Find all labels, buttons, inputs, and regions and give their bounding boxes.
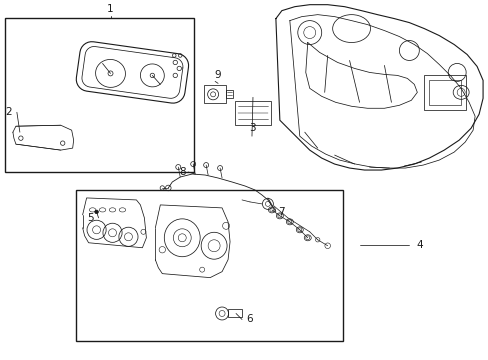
Text: 7: 7 (278, 207, 285, 217)
Bar (227, 310, 242, 318)
Text: 5: 5 (87, 213, 94, 223)
Bar (5, 18, 194, 172)
Text: 3: 3 (248, 123, 255, 133)
Text: 1: 1 (107, 4, 114, 14)
Circle shape (95, 210, 98, 214)
Text: 4: 4 (415, 240, 422, 250)
Bar (225, 90, 233, 98)
Bar (235, 101, 270, 125)
Text: 6: 6 (246, 314, 253, 324)
Bar (76, 190, 342, 341)
Text: 9: 9 (214, 71, 221, 80)
Bar (424, 75, 465, 110)
Text: 2: 2 (5, 107, 12, 117)
Text: 8: 8 (179, 167, 185, 177)
Bar (203, 85, 225, 103)
Bar (428, 80, 460, 105)
